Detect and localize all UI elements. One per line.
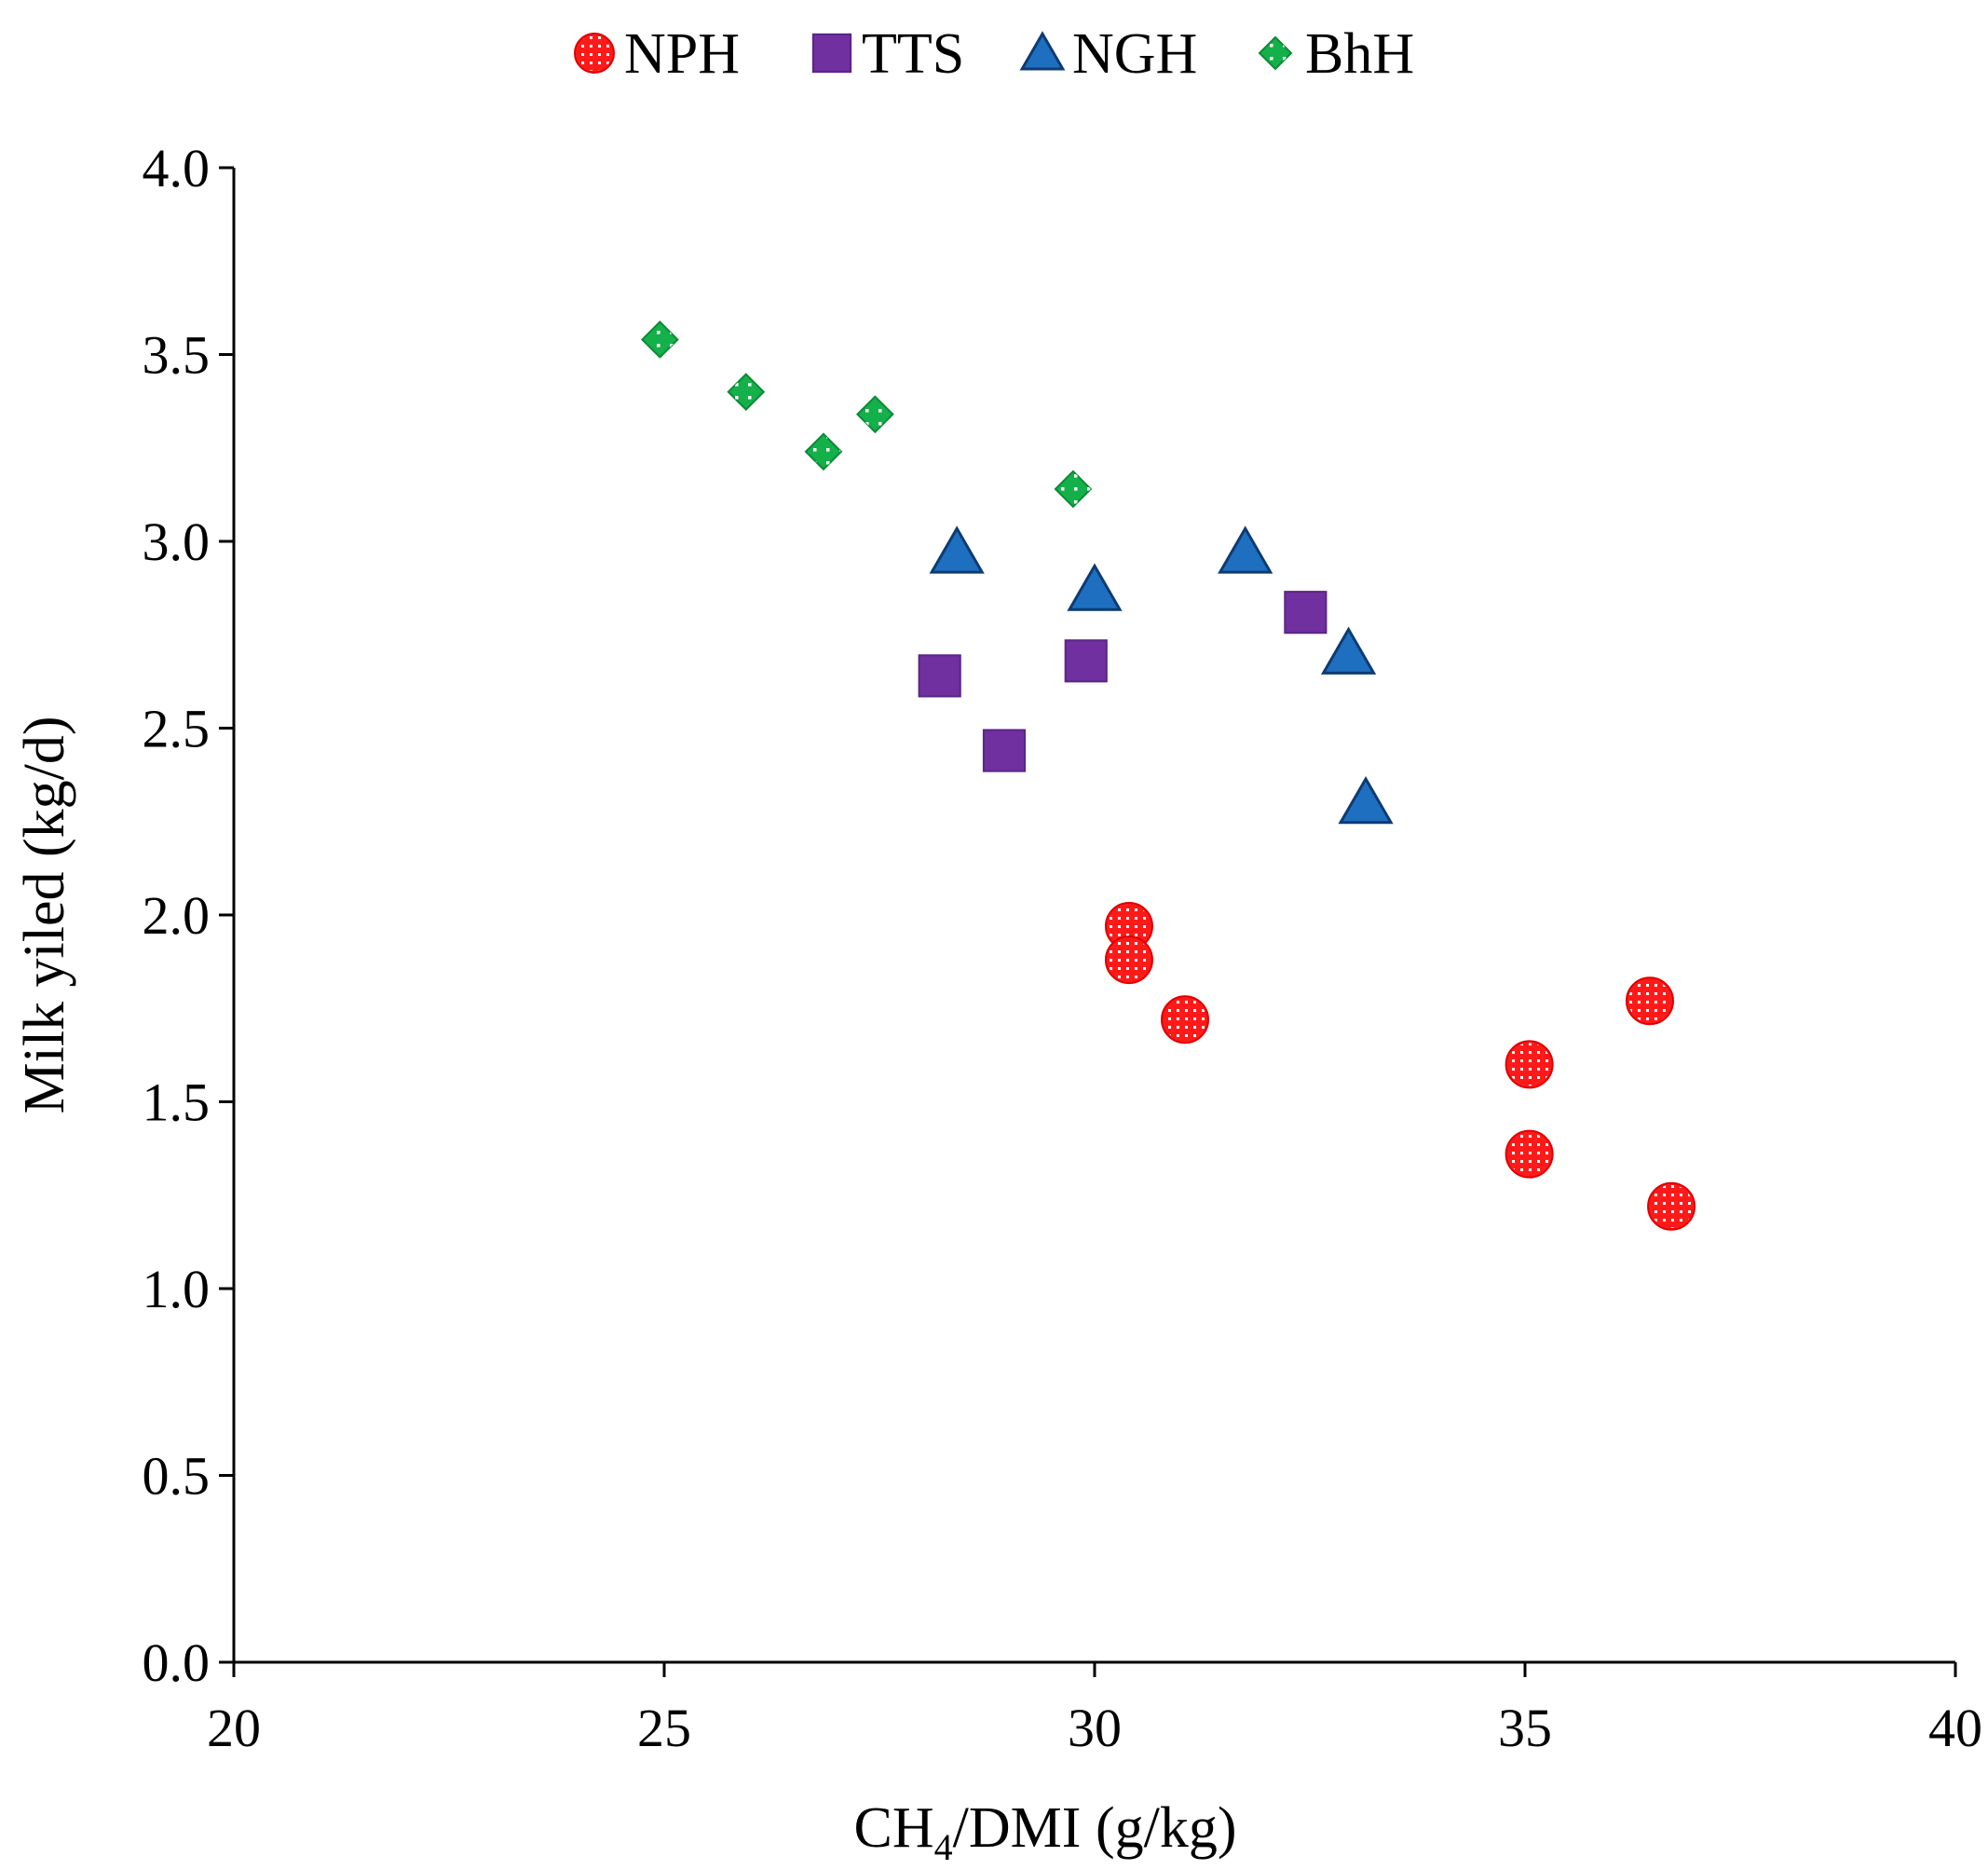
legend-marker-bhh	[1258, 35, 1293, 71]
point-nph-5	[1505, 1129, 1554, 1179]
legend-label-ngh: NGH	[1072, 22, 1197, 86]
point-ngh-5	[1338, 775, 1394, 825]
point-ngh-1	[929, 526, 985, 574]
y-tick-label: 0.5	[143, 1446, 211, 1507]
y-tick-label: 4.0	[143, 138, 211, 198]
point-tts-1	[918, 654, 961, 698]
legend-item-nph: NPH	[574, 22, 740, 86]
point-ngh-3	[1218, 526, 1273, 574]
point-bhh-3	[804, 432, 843, 471]
x-axis-title-main: CH	[854, 1796, 934, 1860]
point-tts-4	[1284, 591, 1328, 635]
legend-label-bhh: BhH	[1305, 22, 1414, 86]
x-tick-label: 35	[1498, 1698, 1552, 1758]
legend-item-tts: TTS	[811, 22, 964, 86]
x-axis-title: CH4/DMI (g/kg)	[854, 1796, 1237, 1868]
x-tick-label: 40	[1928, 1698, 1982, 1758]
y-tick-label: 3.0	[143, 512, 211, 572]
x-tick-label: 25	[637, 1698, 691, 1758]
legend-item-ngh: NGH	[1019, 22, 1197, 86]
axes	[232, 168, 1955, 1664]
point-bhh-4	[855, 395, 894, 434]
point-tts-3	[1064, 639, 1108, 683]
data-points	[640, 321, 1696, 1231]
point-nph-3	[1161, 995, 1210, 1044]
y-axis-title: Milk yiled (kg/d)	[13, 716, 76, 1113]
point-ngh-4	[1320, 626, 1377, 675]
y-axis-ticks: 0.0 0.5 1.0 1.5 2.0 2.5 3.0 3.5 4.0	[143, 138, 234, 1693]
point-tts-2	[982, 729, 1027, 772]
legend: NPH TTS NGH BhH	[574, 22, 1414, 86]
point-nph-6	[1625, 976, 1674, 1026]
y-tick-label: 3.5	[143, 325, 211, 386]
point-nph-2	[1104, 935, 1153, 985]
y-tick-label: 1.5	[143, 1072, 211, 1133]
point-bhh-5	[1054, 470, 1093, 509]
point-ngh-2	[1067, 563, 1123, 611]
y-tick-label: 1.0	[143, 1259, 211, 1319]
x-tick-label: 20	[207, 1698, 261, 1758]
x-axis-title-subscript: 4	[934, 1826, 953, 1868]
y-tick-label: 0.0	[143, 1632, 211, 1693]
legend-marker-tts	[811, 33, 852, 74]
x-axis-ticks: 20 25 30 35 40	[207, 1662, 1982, 1758]
y-tick-label: 2.5	[143, 699, 211, 759]
point-bhh-1	[640, 321, 679, 359]
point-bhh-2	[727, 373, 766, 412]
point-nph-4	[1505, 1040, 1554, 1089]
legend-item-bhh: BhH	[1258, 22, 1414, 86]
legend-marker-ngh	[1019, 31, 1066, 71]
legend-marker-nph	[574, 33, 615, 74]
legend-label-nph: NPH	[624, 22, 740, 86]
x-axis-title-rest: /DMI (g/kg)	[953, 1796, 1237, 1860]
legend-label-tts: TTS	[862, 22, 964, 86]
x-tick-label: 30	[1068, 1698, 1122, 1758]
point-nph-7	[1647, 1181, 1696, 1231]
y-tick-label: 2.0	[143, 885, 211, 946]
